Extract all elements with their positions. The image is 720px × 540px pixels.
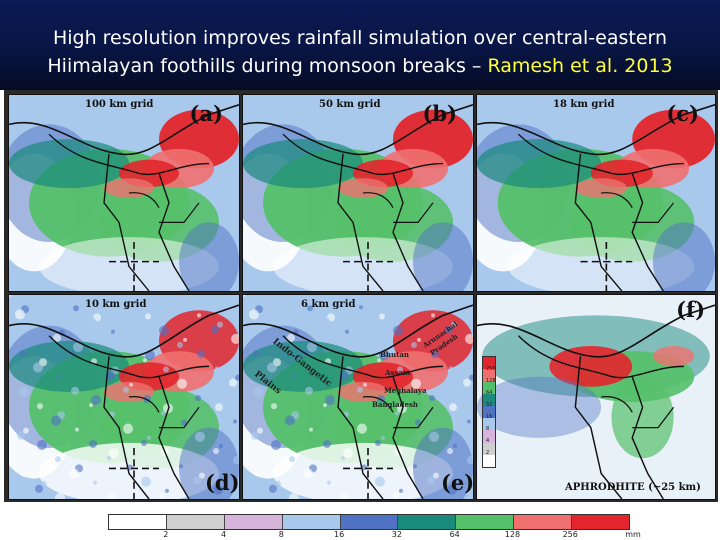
region-label-bangladesh: Bangladesh [372,400,419,409]
inset-colorbar-segment [483,430,495,443]
inset-colorbar-segment [483,381,495,394]
colorbar-segment [514,515,573,529]
slide-header [0,0,720,90]
inset-colorbar-segment [483,369,495,382]
rainfall-colorbar [108,514,630,530]
panel-grid-label: 100 km grid [85,99,154,110]
colorbar-segment [282,515,341,529]
colorbar-tick: 2 [163,530,169,539]
map-panel-b: 50 km grid (b) [242,94,474,292]
panel-letter: (c) [666,101,699,126]
panel-letter: (e) [441,470,474,495]
colorbar-tick: 64 [449,530,460,539]
colorbar-tick: 16 [334,530,345,539]
colorbar-segment [456,515,515,529]
colorbar-segment [572,515,630,529]
inset-colorbar-tick: 16 [486,414,493,420]
panel-letter: (b) [422,101,457,126]
inset-colorbar-segment [483,357,495,370]
colorbar-tick: 8 [278,530,284,539]
map-panel-e: 6 km grid (e) [242,294,474,500]
colorbar-segment [398,515,457,529]
inset-colorbar-tick: 128 [486,378,496,384]
colorbar-segment [340,515,399,529]
panel-letter: (a) [189,101,223,126]
panel-grid-label: 50 km grid [319,99,381,110]
panel-grid-label: 10 km grid [85,299,147,310]
inset-colorbar-tick: 32 [486,402,493,408]
inset-colorbar-tick: 4 [486,438,490,444]
map-panel-f: APHRODHITE (~25 km) (f) [476,294,716,500]
inset-colorbar-segment [483,405,495,419]
title-main: High resolution improves rainfall simula… [47,27,668,77]
colorbar-tick: 4 [221,530,227,539]
colorbar-segment [224,515,283,529]
inset-colorbar-segment [483,442,495,455]
colorbar-tick: 128 [504,530,521,539]
map-panel-c: 18 km grid (c) [476,94,716,292]
map-panel-d: 10 km grid (d) [8,294,240,500]
colorbar-unit: mm [625,530,641,539]
region-label-meghalaya: Meghalaya [384,386,427,395]
panel-letter: (f) [676,297,705,322]
colorbar-tick: 256 [562,530,578,539]
colorbar-tick: 32 [391,530,402,539]
inset-colorbar-tick: 8 [486,426,490,432]
map-panel-a: 100 km grid (a) [8,94,240,292]
title-citation: Ramesh et al. 2013 [487,55,673,77]
panel-grid-label: 18 km grid [553,99,615,110]
slide-title: High resolution improves rainfall simula… [0,24,720,80]
inset-colorbar-tick: 2 [486,450,490,456]
inset-colorbar-segment [483,454,495,467]
inset-colorbar-tick: 64 [486,390,493,396]
region-label-assam: Assam [385,368,411,377]
inset-colorbar-segment [483,393,495,406]
inset-colorbar-tick: 256 [486,366,496,372]
panel-grid-label: APHRODHITE (~25 km) [565,482,701,493]
inset-colorbar [482,356,496,468]
region-label-bhutan: Bhutan [380,350,409,359]
panel-grid-label: 6 km grid [301,299,356,310]
colorbar-segment [109,515,167,529]
colorbar-segment [166,515,225,529]
inset-colorbar-segment [483,418,495,431]
panel-letter: (d) [205,470,240,495]
